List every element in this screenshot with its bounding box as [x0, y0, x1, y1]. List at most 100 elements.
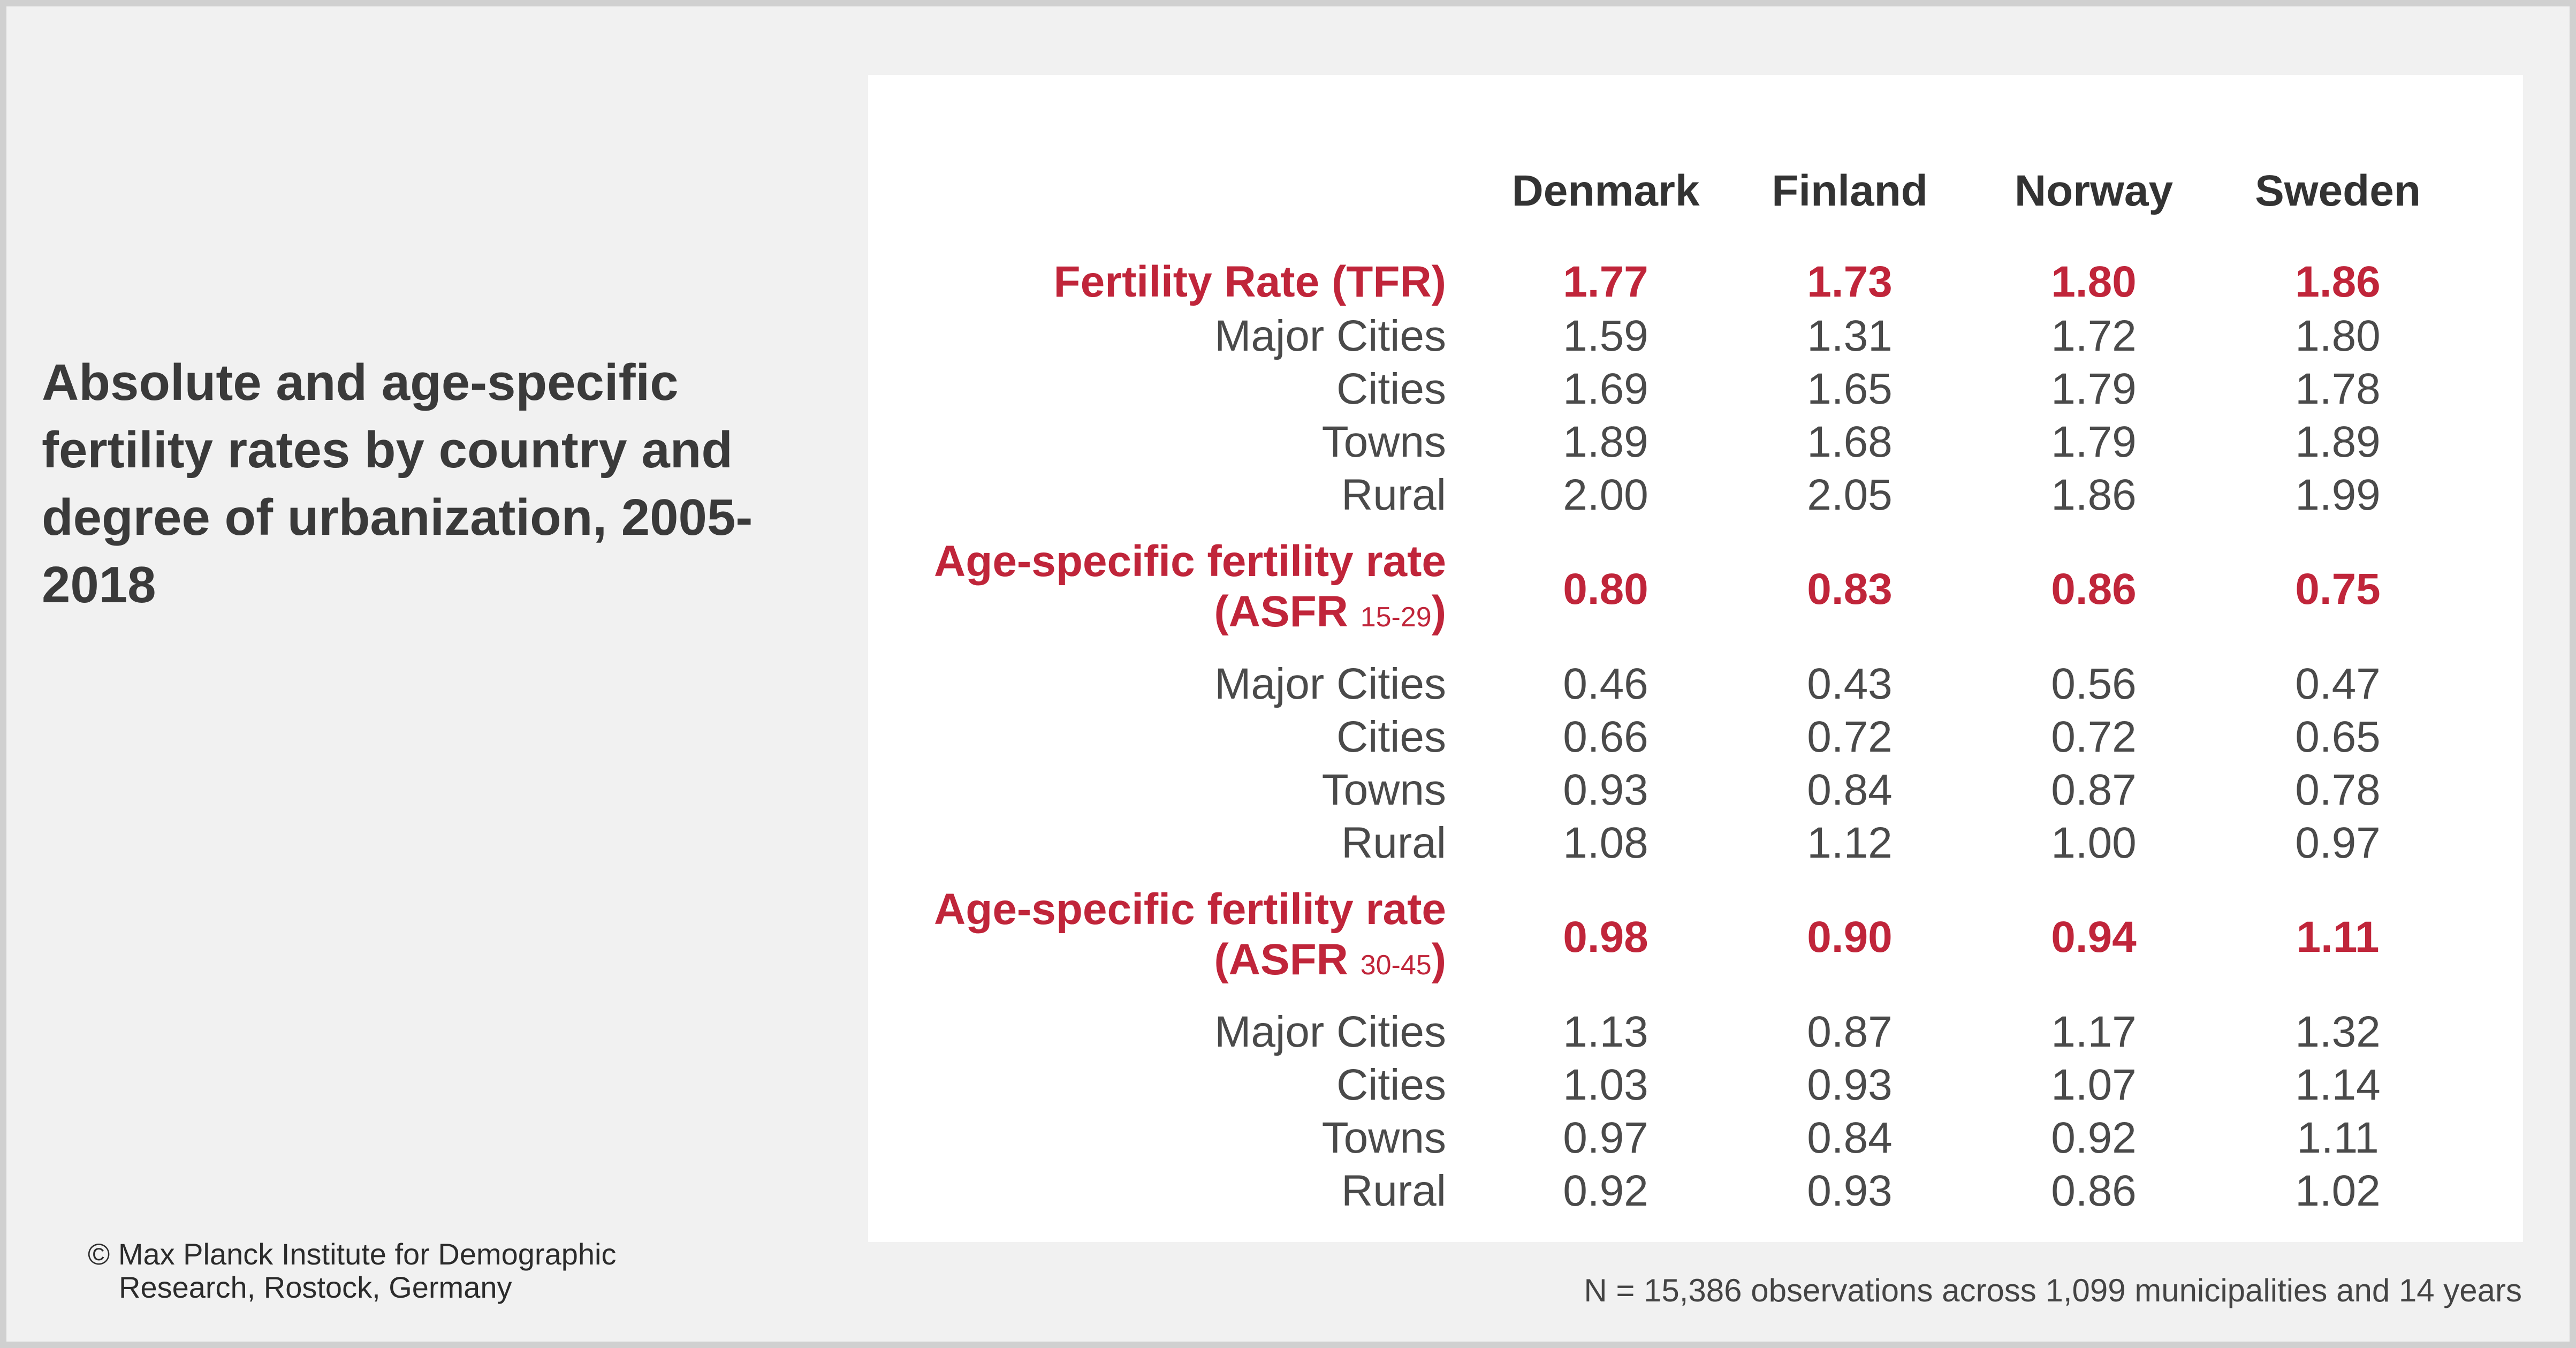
group-label: Age-specific fertility rate (ASFR 15-29): [868, 536, 1484, 642]
group-value: 0.75: [2295, 565, 2381, 614]
table-cell: 1.72: [2051, 311, 2137, 360]
table-cell: 1.07: [2051, 1060, 2137, 1109]
table-cell: 1.78: [2295, 364, 2381, 413]
group-value: 0.86: [2051, 565, 2137, 614]
table-cell: 1.02: [2295, 1166, 2381, 1215]
spacer-cell: [868, 521, 2460, 536]
group-label-line-1: Age-specific fertility rate: [934, 885, 1446, 934]
table-row: Major Cities 1.59 1.31 1.72 1.80: [868, 309, 2460, 362]
spacer-row: [868, 216, 2460, 255]
group-value: 0.94: [2051, 913, 2137, 961]
table-cell: 1.17: [2051, 1007, 2137, 1056]
urbanization-label: Rural: [1341, 1166, 1446, 1215]
urbanization-label: Major Cities: [1214, 1007, 1446, 1056]
group-row: Age-specific fertility rate (ASFR 15-29) 0…: [868, 536, 2460, 642]
urbanization-label: Rural: [1341, 818, 1446, 867]
observation-note: N = 15,386 observations across 1,099 mun…: [1584, 1273, 2522, 1308]
urbanization-label: Cities: [1336, 712, 1446, 761]
corner-cell: [868, 166, 1484, 216]
table-cell: 0.87: [1807, 1007, 1893, 1056]
table-cell: 0.56: [2051, 659, 2137, 708]
group-value: 1.86: [2295, 258, 2381, 306]
spacer-row: [868, 990, 2460, 1005]
group-label-line-1: Age-specific fertility rate: [934, 537, 1446, 586]
group-label-line-2: (ASFR: [1214, 587, 1348, 636]
table-card: Denmark Finland Norway Sweden Fertility Rate…: [868, 75, 2523, 1242]
table-cell: 0.84: [1807, 1113, 1893, 1162]
spacer-row: [868, 642, 2460, 657]
table-row: Cities 1.03 0.93 1.07 1.14: [868, 1058, 2460, 1111]
table-row: Cities 0.66 0.72 0.72 0.65: [868, 710, 2460, 763]
spacer-cell: [868, 216, 2460, 255]
table-cell: 1.14: [2295, 1060, 2381, 1109]
table-row: Major Cities 0.46 0.43 0.56 0.47: [868, 657, 2460, 710]
frame: Absolute and age-specific fertility rate…: [6, 6, 2570, 1342]
age-range-subscript: 15-29: [1360, 602, 1432, 633]
table-cell: 1.69: [1563, 364, 1648, 413]
table-cell: 1.03: [1563, 1060, 1648, 1109]
table-cell: 1.68: [1807, 417, 1893, 466]
group-value: 1.73: [1807, 258, 1893, 306]
table-row: Rural 0.92 0.93 0.86 1.02: [868, 1164, 2460, 1217]
table-cell: 0.97: [1563, 1113, 1648, 1162]
urbanization-label: Towns: [1321, 765, 1446, 814]
table-cell: 1.79: [2051, 417, 2137, 466]
table-cell: 0.93: [1807, 1060, 1893, 1109]
copyright-line-1: © Max Planck Institute for Demographic: [88, 1237, 617, 1271]
column-header: Norway: [2014, 166, 2174, 215]
group-row: Fertility Rate (TFR) 1.77 1.73 1.80 1.86: [868, 255, 2460, 309]
group-value: 0.83: [1807, 565, 1893, 614]
table-cell: 0.66: [1563, 712, 1648, 761]
table-cell: 0.84: [1807, 765, 1893, 814]
table-cell: 1.86: [2051, 470, 2137, 519]
table-row: Towns 1.89 1.68 1.79 1.89: [868, 415, 2460, 468]
table-cell: 0.92: [1563, 1166, 1648, 1215]
table-row: Rural 2.00 2.05 1.86 1.99: [868, 468, 2460, 521]
table-cell: 1.32: [2295, 1007, 2381, 1056]
chart-title: Absolute and age-specific fertility rate…: [42, 354, 753, 614]
table-cell: 1.12: [1807, 818, 1893, 867]
table-cell: 0.93: [1807, 1166, 1893, 1215]
spacer-row: [868, 869, 2460, 884]
table-cell: 1.65: [1807, 364, 1893, 413]
age-range-subscript: 30-45: [1360, 950, 1432, 981]
table-cell: 1.99: [2295, 470, 2381, 519]
urbanization-label: Cities: [1336, 364, 1446, 413]
spacer-cell: [868, 642, 2460, 657]
urbanization-label: Towns: [1321, 1113, 1446, 1162]
table-cell: 1.80: [2295, 311, 2381, 360]
table-cell: 0.97: [2295, 818, 2381, 867]
table-row: Major Cities 1.13 0.87 1.17 1.32: [868, 1005, 2460, 1058]
table-row: Towns 0.93 0.84 0.87 0.78: [868, 763, 2460, 816]
table-cell: 2.05: [1807, 470, 1893, 519]
group-label-close: ): [1431, 935, 1446, 984]
table-cell: 1.00: [2051, 818, 2137, 867]
group-row: Age-specific fertility rate (ASFR 30-45) 0…: [868, 884, 2460, 990]
column-header: Sweden: [2255, 166, 2421, 215]
group-value: 1.11: [2296, 913, 2380, 961]
urbanization-label: Cities: [1336, 1060, 1446, 1109]
copyright: © Max Planck Institute for Demographic R…: [88, 1238, 616, 1304]
table-cell: 1.79: [2051, 364, 2137, 413]
table-cell: 1.11: [2297, 1113, 2379, 1162]
spacer-cell: [868, 869, 2460, 884]
group-label: Age-specific fertility rate (ASFR 30-45): [868, 884, 1484, 990]
table-cell: 1.59: [1563, 311, 1648, 360]
group-value: 1.77: [1563, 258, 1648, 306]
urbanization-label: Rural: [1341, 470, 1446, 519]
group-label: Fertility Rate (TFR): [1053, 258, 1446, 306]
spacer-cell: [868, 990, 2460, 1005]
table-cell: 0.92: [2051, 1113, 2137, 1162]
table-cell: 0.72: [1807, 712, 1893, 761]
table-cell: 0.47: [2295, 659, 2381, 708]
column-header: Denmark: [1511, 166, 1700, 215]
group-label-close: ): [1431, 587, 1446, 636]
table-row: Towns 0.97 0.84 0.92 1.11: [868, 1111, 2460, 1164]
group-value: 1.80: [2051, 258, 2137, 306]
urbanization-label: Towns: [1321, 417, 1446, 466]
table-cell: 1.13: [1563, 1007, 1648, 1056]
table-cell: 0.78: [2295, 765, 2381, 814]
group-value: 0.80: [1563, 565, 1648, 614]
copyright-line-2: Research, Rostock, Germany: [119, 1270, 512, 1304]
table-cell: 0.43: [1807, 659, 1893, 708]
